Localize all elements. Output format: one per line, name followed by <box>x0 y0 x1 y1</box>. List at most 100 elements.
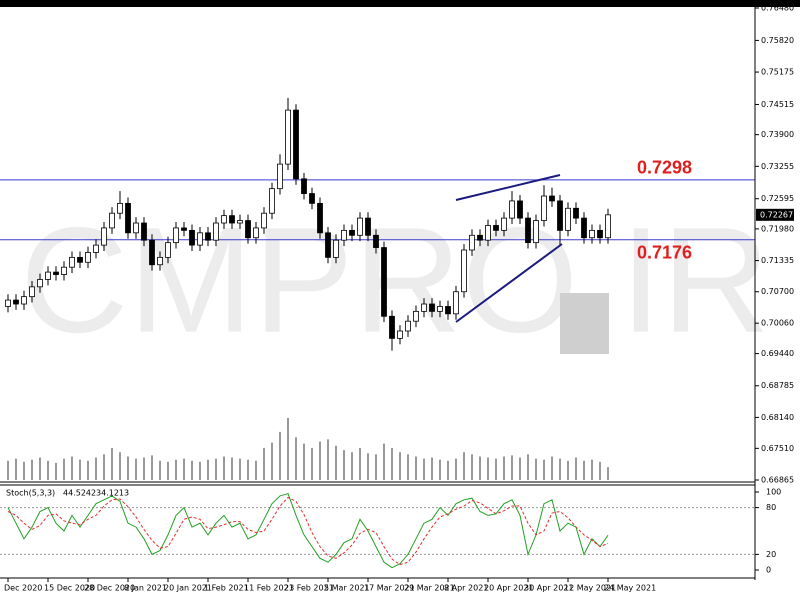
y-tick-label: 0.71335 <box>761 256 794 265</box>
candle-body <box>301 178 307 194</box>
candle-body <box>397 330 403 339</box>
candle-body <box>333 239 339 258</box>
stoch-d-value: 34.1213 <box>96 489 129 498</box>
candle-body <box>181 227 187 231</box>
candle-body <box>605 214 611 239</box>
candle-body <box>533 220 539 244</box>
x-tick-label: Dec 2020 <box>4 584 42 593</box>
candle-body <box>141 222 147 241</box>
x-tick-label: 5 Mar 2021 <box>324 584 370 593</box>
candle-body <box>189 229 195 246</box>
x-tick-label: 12 May 2021 <box>564 584 616 593</box>
x-tick-label: 8 Apr 2021 <box>444 584 488 593</box>
top-frame <box>0 0 800 7</box>
candle-body <box>469 234 475 251</box>
candle-body <box>597 229 603 239</box>
candle-body <box>341 229 347 241</box>
candle-body <box>149 239 155 266</box>
y-tick-label: 0.70700 <box>761 287 794 296</box>
y-tick-label: 0.67510 <box>761 444 794 453</box>
candle-body <box>45 271 51 280</box>
candle-body <box>477 234 483 241</box>
y-tick-label: 0.68785 <box>761 381 794 390</box>
candle-body <box>349 229 355 236</box>
y-tick-label: 0.72595 <box>761 194 794 203</box>
plot <box>0 97 755 569</box>
candle-body <box>293 109 299 180</box>
candle-body <box>261 212 267 229</box>
price-tag-label: 0.72267 <box>760 210 793 219</box>
x-tick-label: 11 Feb 2021 <box>244 584 294 593</box>
candle-body <box>581 217 587 239</box>
y-tick-label: 0.74515 <box>761 100 794 109</box>
candle-body <box>5 299 11 307</box>
candle-body <box>29 286 35 298</box>
candle-body <box>589 229 595 239</box>
candle-body <box>501 217 507 231</box>
candle-body <box>445 306 451 315</box>
candle-body <box>133 222 139 234</box>
candle-body <box>437 306 443 312</box>
candle-body <box>557 200 563 231</box>
candle-body <box>453 291 459 315</box>
y-tick-label: 0.75175 <box>761 68 794 77</box>
y-tick-label: 0.66865 <box>761 476 794 485</box>
candle-body <box>421 303 427 312</box>
stoch-title: Stoch(5,3,3) <box>6 489 55 498</box>
watermark: CMPRO.IR <box>20 196 770 364</box>
x-tick-label: 15 Dec 2020 <box>44 584 95 593</box>
y-tick-label: 0 <box>766 566 771 575</box>
candle-body <box>373 234 379 248</box>
candle-body <box>549 195 555 202</box>
x-tick-label: 24 May 2021 <box>604 584 656 593</box>
candle-body <box>157 256 163 266</box>
candle-body <box>413 310 419 322</box>
candle-body <box>269 188 275 214</box>
y-tick-label: 0.75820 <box>761 36 794 45</box>
candle-body <box>429 303 435 312</box>
candle-body <box>85 252 91 263</box>
candle-body <box>77 256 83 263</box>
x-tick-label: 17 Mar 2021 <box>364 584 415 593</box>
x-tick-label: 8 Jan 2021 <box>124 584 167 593</box>
y-tick-label: 0.73900 <box>761 130 794 139</box>
candle-body <box>93 244 99 253</box>
y-tick-label: 100 <box>766 488 781 497</box>
candle-body <box>237 220 243 224</box>
trend-line-upper <box>455 174 561 201</box>
candle-body <box>381 247 387 317</box>
candle-body <box>213 222 219 241</box>
candle-body <box>37 279 43 288</box>
trend-line-lower <box>455 243 563 323</box>
candle-body <box>229 215 235 224</box>
candle-body <box>69 256 75 268</box>
stoch-line <box>7 492 609 569</box>
candle-body <box>541 195 547 221</box>
candle-body <box>221 215 227 224</box>
y-tick-label: 0.73255 <box>761 162 794 171</box>
x-tick-label: 23 Feb 2021 <box>284 584 334 593</box>
candle-body <box>173 227 179 244</box>
candle-body <box>277 163 283 190</box>
candle-body <box>245 220 251 239</box>
candle-body <box>405 320 411 332</box>
candle-body <box>285 109 291 165</box>
level-label: 0.7298 <box>637 158 692 178</box>
y-tick-label: 0.69440 <box>761 349 794 358</box>
y-tick-label: 0.68140 <box>761 413 794 422</box>
stoch-line <box>7 496 609 566</box>
y-tick-label: 0.70060 <box>761 319 794 328</box>
candle-body <box>525 217 531 244</box>
candle-body <box>21 296 27 305</box>
candle-body <box>493 225 499 231</box>
x-tick-label: 30 Apr 2021 <box>524 584 573 593</box>
candle-body <box>117 202 123 214</box>
candle-body <box>317 202 323 234</box>
candle-body <box>509 200 515 219</box>
candle-body <box>573 207 579 219</box>
gray-box <box>560 293 609 354</box>
candle-body <box>485 225 491 241</box>
candle-body <box>357 217 363 236</box>
candle-body <box>389 315 395 339</box>
x-tick-label: 20 Apr 2021 <box>484 584 533 593</box>
